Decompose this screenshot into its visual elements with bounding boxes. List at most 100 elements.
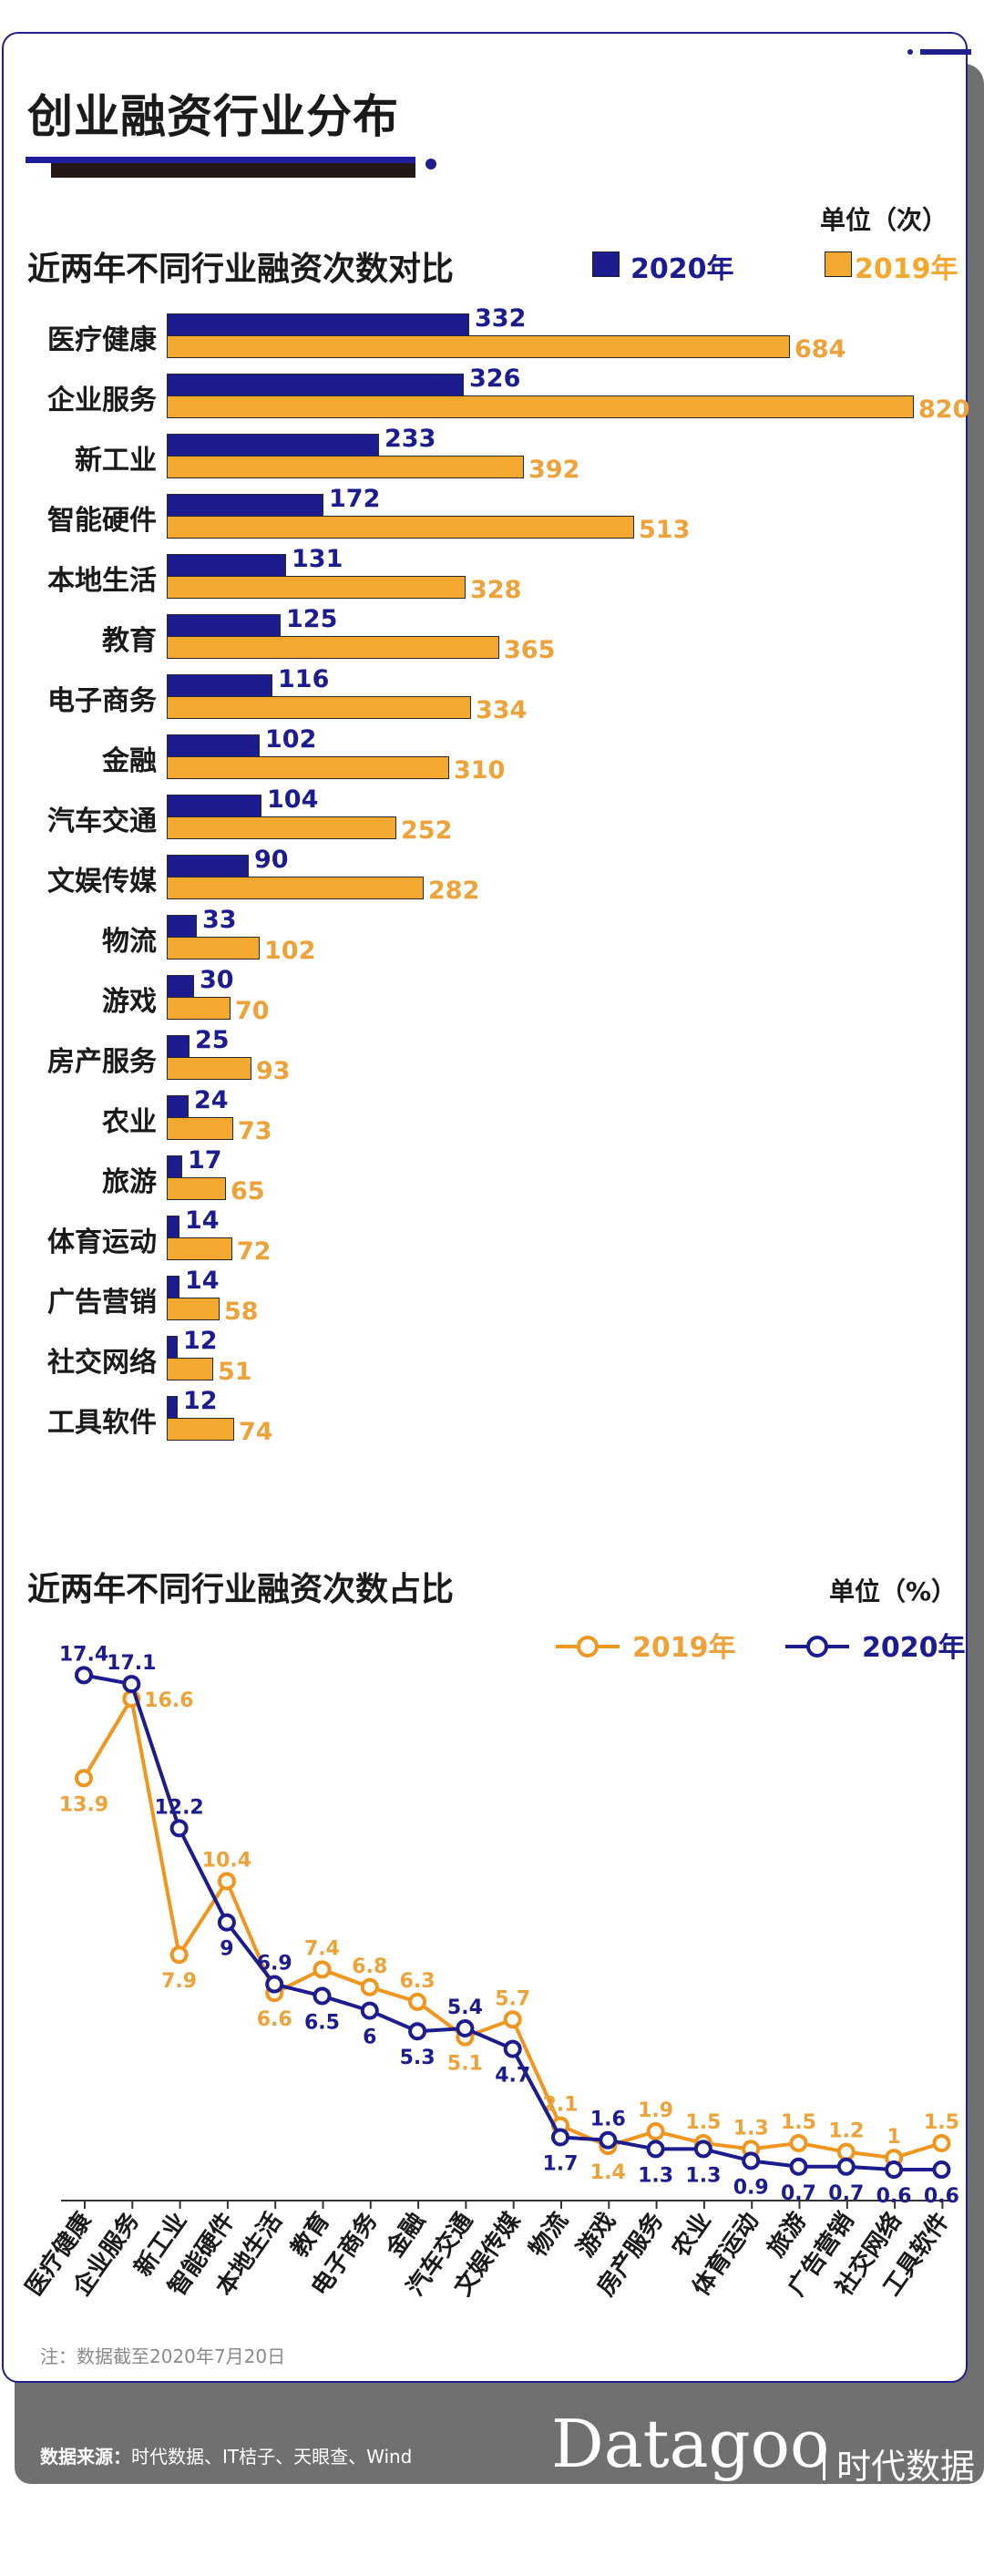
data-point-label: 12.2 [154, 1796, 203, 1819]
brand-separator [823, 2442, 825, 2480]
data-point [408, 2022, 427, 2041]
data-point-label: 6.3 [400, 1970, 436, 1993]
bar-2019 [167, 1177, 226, 1200]
bar-value-2020: 332 [475, 304, 527, 333]
bar-value-2019: 51 [218, 1358, 252, 1386]
bar-value-2020: 102 [265, 725, 317, 754]
data-point-label: 5.4 [447, 1996, 483, 2019]
data-point-label: 7.4 [304, 1937, 340, 1960]
bar-value-2020: 12 [183, 1387, 218, 1415]
legend-swatch-2019 [825, 251, 852, 277]
bar-2020 [167, 494, 323, 517]
data-point-label: 5.1 [447, 2053, 483, 2076]
bar-value-2019: 392 [528, 456, 580, 484]
bar-value-2019: 102 [264, 937, 316, 965]
bar-2019 [167, 1298, 220, 1320]
data-point [789, 2157, 808, 2176]
bar-2020 [167, 1035, 190, 1058]
bar-value-2020: 116 [278, 665, 330, 693]
data-point [551, 2128, 569, 2147]
bar-2019 [167, 1418, 234, 1441]
bar-value-2019: 282 [428, 877, 480, 905]
bar-value-2020: 33 [202, 906, 237, 934]
data-point-label: 0.7 [781, 2182, 816, 2205]
data-point [169, 1819, 189, 1838]
data-point-label: 13.9 [59, 1793, 108, 1816]
bar-2019 [167, 395, 914, 418]
bar-value-2019: 72 [237, 1237, 272, 1266]
legend-label-2019: 2019年 [855, 253, 958, 285]
bar-category-label: 游戏 [102, 986, 157, 1018]
data-point-label: 7.9 [161, 1970, 197, 1993]
bar-category-label: 旅游 [102, 1166, 157, 1198]
data-source-label: 数据来源： [40, 2446, 131, 2468]
title-underline-black [51, 163, 415, 178]
bar-2019 [167, 937, 260, 960]
bar-category-label: 教育 [102, 625, 157, 657]
data-point-label: 1.3 [638, 2164, 673, 2187]
bar-category-label: 智能硬件 [47, 505, 157, 537]
bar-2020 [167, 674, 272, 697]
bar-value-2020: 131 [292, 545, 343, 573]
bar-value-2019: 334 [476, 696, 528, 724]
bar-category-label: 工具软件 [47, 1407, 157, 1439]
bar-value-2020: 12 [183, 1327, 218, 1355]
data-point [313, 1960, 332, 1979]
bar-value-2020: 326 [469, 364, 521, 393]
data-point [742, 2151, 761, 2171]
bar-category-label: 金融 [102, 745, 157, 777]
data-point [265, 1975, 284, 1994]
bar-category-label: 医疗健康 [47, 324, 157, 356]
title-underline-dot [425, 159, 436, 169]
data-point-label: 1.7 [543, 2152, 579, 2175]
bar-value-2020: 24 [194, 1086, 229, 1114]
data-point-label: 1.5 [924, 2111, 959, 2134]
bar-value-2019: 73 [238, 1117, 272, 1145]
bar-category-label: 本地生活 [47, 565, 157, 597]
data-point-label: 1.5 [685, 2111, 721, 2134]
data-point [75, 1666, 93, 1685]
data-source: 数据来源：时代数据、IT桔子、天眼查、Wind [40, 2442, 412, 2468]
data-point [932, 2133, 951, 2152]
data-point-label: 0.9 [733, 2176, 769, 2199]
corner-dot-decoration [907, 49, 913, 55]
data-point-label: 6.5 [304, 2011, 340, 2034]
data-point [503, 2010, 522, 2029]
data-point [169, 1945, 189, 1965]
x-axis-label: 物流 [524, 2208, 573, 2263]
bar-value-2019: 684 [794, 335, 846, 364]
data-point-label: 0.7 [828, 2182, 864, 2205]
data-point [456, 2018, 475, 2037]
bar-value-2020: 30 [200, 966, 234, 994]
data-point [360, 2001, 379, 2020]
data-point-label: 0.6 [876, 2185, 912, 2208]
data-point [599, 2130, 618, 2150]
bar-2019 [167, 1237, 232, 1260]
legend-marker-2019年 [577, 1636, 599, 1657]
data-point-label: 1.3 [685, 2164, 721, 2187]
brand-name-cn: 时代数据 [836, 2447, 976, 2487]
bar-2020 [167, 614, 281, 637]
bar-category-label: 体育运动 [47, 1226, 157, 1258]
bar-value-2020: 25 [195, 1026, 230, 1054]
title-underline-blue [26, 157, 415, 163]
bar-2019 [167, 696, 471, 719]
bar-2019 [167, 877, 424, 899]
data-point-label: 1.9 [638, 2099, 673, 2122]
legend-label-2019年: 2019年 [632, 1632, 736, 1664]
bar-2020 [167, 855, 249, 877]
bar-2020 [167, 434, 379, 457]
data-note: 注：数据截至2020年7月20日 [40, 2345, 286, 2367]
data-point-label: 9 [220, 1938, 233, 1961]
data-point [122, 1675, 141, 1694]
bar-value-2020: 90 [254, 846, 289, 874]
data-point [313, 1986, 332, 2006]
data-point-label: 0.6 [924, 2185, 959, 2208]
data-point [932, 2160, 951, 2180]
legend-label-2020年: 2020年 [862, 1632, 966, 1664]
data-point-label: 10.4 [202, 1849, 251, 1872]
data-point-label: 6.8 [352, 1955, 387, 1978]
bar-value-2020: 14 [185, 1267, 220, 1295]
bar-value-2019: 74 [239, 1418, 273, 1446]
page-title: 创业融资行业分布 [27, 90, 399, 143]
